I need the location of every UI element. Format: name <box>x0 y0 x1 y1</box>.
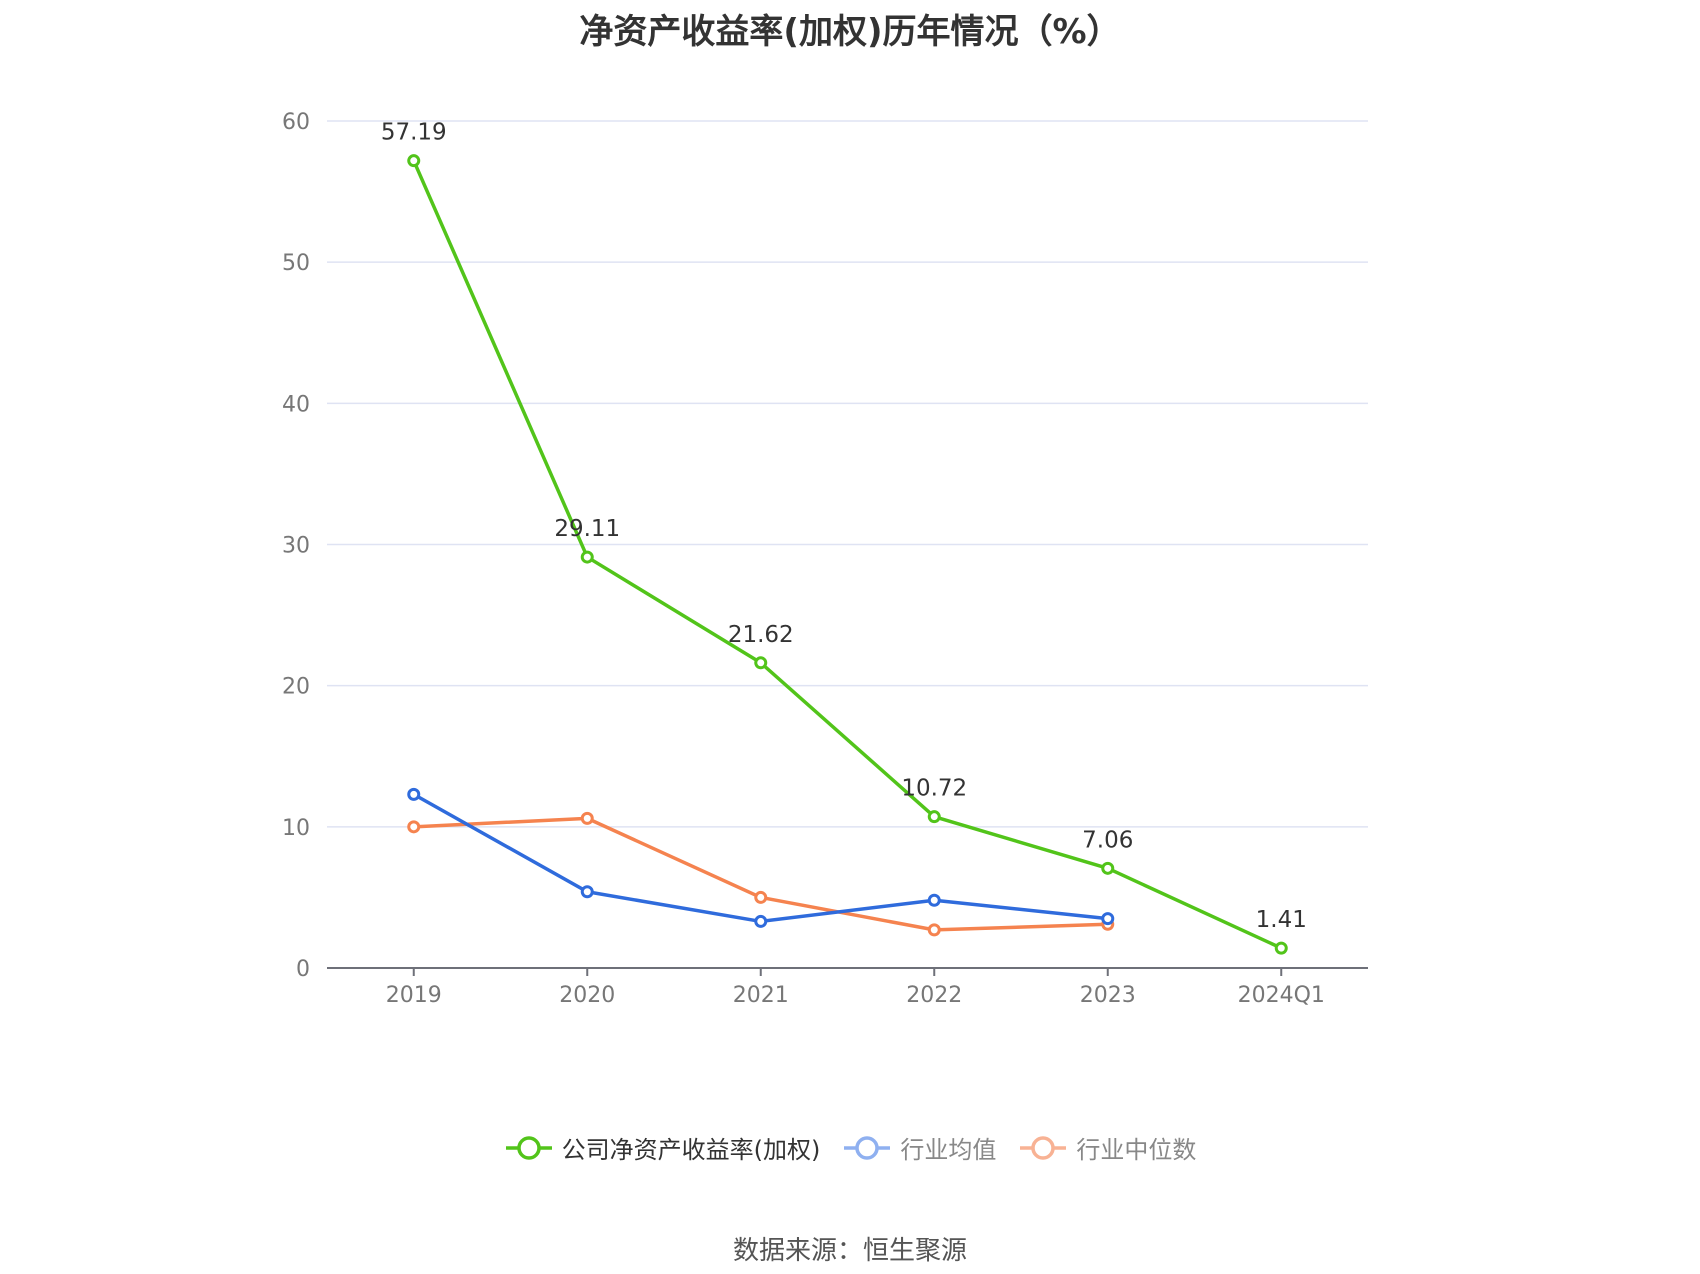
data-point <box>1101 861 1115 875</box>
data-point <box>927 810 941 824</box>
series-lines <box>407 154 1288 955</box>
data-point <box>927 923 941 937</box>
x-tick-label: 2022 <box>906 983 962 1008</box>
data-point <box>754 656 768 670</box>
legend-label: 行业中位数 <box>1076 1136 1197 1164</box>
axes: 0 10 20 30 40 50 60 2019 2020 2021 2022 2023 2024Q1 <box>282 110 1368 1008</box>
y-tick-label: 10 <box>282 816 310 841</box>
data-label: 7.06 <box>1082 827 1133 853</box>
series-line <box>413 816 1108 932</box>
data-point <box>1274 941 1288 955</box>
legend-label: 公司净资产收益率(加权) <box>561 1136 821 1164</box>
data-label: 57.19 <box>381 120 447 146</box>
data-point <box>754 890 768 904</box>
data-point <box>927 893 941 907</box>
y-tick-label: 20 <box>282 675 310 700</box>
data-point <box>407 154 421 168</box>
data-point <box>1101 912 1115 926</box>
legend-swatch-icon <box>505 1135 552 1160</box>
data-label: 29.11 <box>554 516 620 542</box>
data-point <box>407 787 421 801</box>
series-line <box>412 159 1282 950</box>
chart-title: 净资产收益率(加权)历年情况（%） <box>579 12 1121 52</box>
y-tick-label: 40 <box>282 392 310 417</box>
legend: 公司净资产收益率(加权) 行业均值 行业中位数 <box>0 1130 1700 1165</box>
data-point <box>754 914 768 928</box>
y-tick-label: 30 <box>282 534 310 559</box>
data-label: 21.62 <box>728 622 794 648</box>
legend-swatch-icon <box>1020 1135 1067 1160</box>
x-tick-label: 2020 <box>559 983 615 1008</box>
data-point <box>580 811 594 825</box>
data-point <box>407 820 421 834</box>
legend-swatch-icon <box>844 1135 891 1160</box>
legend-item[interactable]: 行业均值 <box>842 1130 996 1165</box>
x-tick-label: 2024Q1 <box>1238 983 1325 1008</box>
data-labels: 57.19 29.11 21.62 10.72 7.06 1.41 <box>381 120 1307 933</box>
legend-item[interactable]: 公司净资产收益率(加权) <box>504 1130 821 1165</box>
data-point <box>580 885 594 899</box>
legend-label: 行业均值 <box>900 1136 997 1164</box>
y-tick-label: 60 <box>282 110 310 135</box>
grid-lines <box>327 120 1368 828</box>
x-tick-label: 2023 <box>1080 983 1136 1008</box>
x-tick-label: 2021 <box>733 983 789 1008</box>
y-tick-label: 50 <box>282 251 310 276</box>
data-point <box>580 550 594 564</box>
data-label: 10.72 <box>901 776 967 802</box>
data-label: 1.41 <box>1256 907 1307 933</box>
legend-item[interactable]: 行业中位数 <box>1018 1130 1196 1165</box>
source-note: 数据来源：恒生聚源 <box>732 1236 967 1266</box>
y-tick-label: 0 <box>296 957 310 982</box>
x-tick-label: 2019 <box>386 983 442 1008</box>
